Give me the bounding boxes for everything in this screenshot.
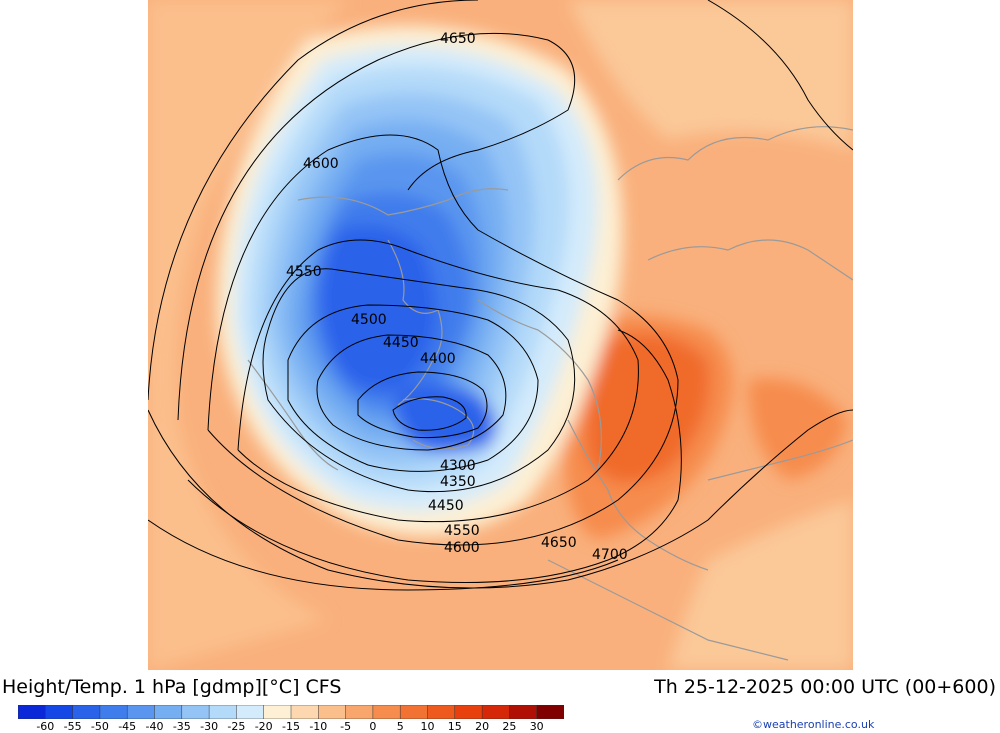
valid-time: Th 25-12-2025 00:00 UTC (00+600) <box>654 676 996 698</box>
colorbar-tick-label: -15 <box>282 720 300 733</box>
contour-label: 4600 <box>303 156 339 172</box>
contour-label: 4450 <box>428 498 464 514</box>
contour-label: 4550 <box>286 264 322 280</box>
colorbar-swatch <box>126 705 156 719</box>
contour-label: 4700 <box>592 547 628 563</box>
chart-title: Height/Temp. 1 hPa [gdmp][°C] CFS <box>2 676 342 698</box>
contour-label: 4450 <box>383 335 419 351</box>
contour-label: 4400 <box>420 351 456 367</box>
colorbar-tick-label: 10 <box>420 720 435 733</box>
colorbar-swatch <box>318 705 347 719</box>
colorbar-swatch <box>290 705 320 719</box>
contour-label: 4300 <box>440 458 476 474</box>
colorbar-swatch <box>372 705 401 719</box>
colorbar-tick-label: 20 <box>475 720 490 733</box>
colorbar-labels: -60 -55 -50 -45 -40 -35 -30 -25 -20 -15 -10 -5 0 5 10 1… <box>18 720 578 733</box>
colorbar-swatch <box>536 705 564 719</box>
contour-label: 4550 <box>444 523 480 539</box>
contour-label: 4650 <box>541 535 577 551</box>
colorbar-swatch <box>72 705 101 719</box>
contour-label: 4650 <box>440 31 476 47</box>
colorbar-swatch <box>454 705 483 719</box>
weather-map: 4650 4600 4550 4500 4450 4400 4300 4350 … <box>147 0 854 670</box>
colorbar-tick-label: -50 <box>90 720 109 733</box>
colorbar-tick-label: -30 <box>200 720 219 733</box>
colorbar-tick-label: -10 <box>309 720 328 733</box>
colorbar-tick-label: -60 <box>36 720 55 733</box>
contour-label: 4350 <box>440 474 476 490</box>
colorbar-swatch <box>263 705 292 719</box>
colorbar-swatch <box>18 705 47 719</box>
colorbar-swatch <box>154 705 183 719</box>
colorbar-swatch <box>208 705 238 719</box>
credit-link[interactable]: ©weatheronline.co.uk <box>752 718 875 731</box>
colorbar-tick-label: -55 <box>63 720 82 733</box>
colorbar-tick-label: 30 <box>529 720 544 733</box>
contour-label: 4500 <box>351 312 387 328</box>
colorbar-tick-label: -35 <box>172 720 191 733</box>
colorbar <box>18 705 564 719</box>
colorbar-tick-label: -5 <box>340 720 352 733</box>
colorbar-swatch <box>399 705 429 719</box>
contour-label: 4600 <box>444 540 480 556</box>
colorbar-tick-label: 25 <box>502 720 517 733</box>
colorbar-tick-label: -20 <box>254 720 273 733</box>
colorbar-tick-label: -45 <box>118 720 137 733</box>
colorbar-tick-label: 5 <box>396 720 404 733</box>
colorbar-tick-label: 0 <box>369 720 377 733</box>
colorbar-swatch <box>99 705 128 719</box>
colorbar-swatch <box>236 705 265 719</box>
temperature-field <box>148 0 853 670</box>
colorbar-swatch <box>181 705 210 719</box>
colorbar-tick-label: 15 <box>447 720 462 733</box>
map-canvas: 4650 4600 4550 4500 4450 4400 4300 4350 … <box>147 0 854 670</box>
colorbar-swatch <box>481 705 511 719</box>
colorbar-tick-label: -40 <box>145 720 164 733</box>
colorbar-swatch <box>345 705 374 719</box>
colorbar-swatch <box>45 705 74 719</box>
colorbar-tick-label: -25 <box>227 720 246 733</box>
colorbar-swatch <box>427 705 456 719</box>
colorbar-swatch <box>509 705 538 719</box>
height-contours <box>147 0 854 591</box>
contour-labels: 4650 4600 4550 4500 4450 4400 4300 4350 … <box>286 31 628 563</box>
